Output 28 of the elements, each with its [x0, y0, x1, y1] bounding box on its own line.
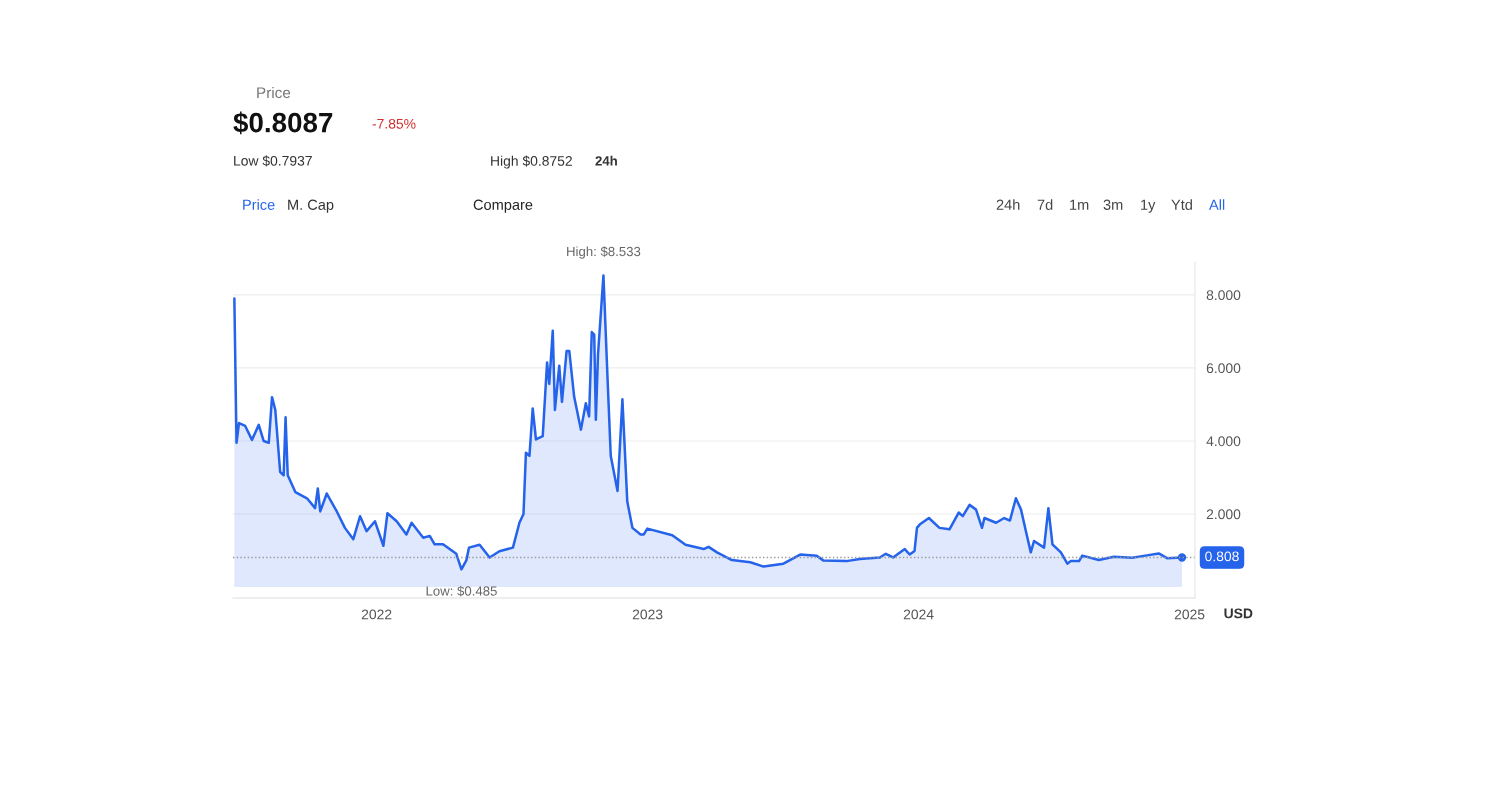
x-tick-label: 2023 [632, 609, 663, 620]
x-tick-label: 2022 [361, 609, 392, 620]
text: Price [243, 199, 275, 210]
text: M. Cap [288, 199, 334, 213]
x-tick-label: 2024 [903, 609, 934, 620]
y-tick-label: 8.000 [1206, 290, 1241, 301]
text: 3m [1103, 199, 1123, 210]
chart-title: Price [257, 86, 291, 99]
text: 1m [1070, 199, 1089, 210]
text: Compare [473, 199, 533, 213]
y-tick-label: 6.000 [1206, 363, 1241, 374]
y-tick-label: 2.000 [1206, 509, 1241, 520]
text: 7d [1037, 199, 1053, 210]
text: 24h [595, 155, 617, 166]
y-tick-label: 4.000 [1206, 436, 1241, 447]
ref-line-label: 0.808 [1205, 551, 1239, 562]
text: 24h [996, 199, 1020, 210]
text: $0.8087 [233, 111, 333, 135]
text: -7.85% [372, 118, 416, 129]
x-tick-label: 2025 [1174, 609, 1205, 620]
annotation: Low: $0.485 [426, 585, 497, 597]
text: High $0.8752 [491, 155, 572, 169]
text: 1y [1141, 199, 1156, 213]
y-axis-title: USD [1224, 608, 1253, 619]
annotation: High: $8.533 [567, 246, 641, 259]
text: Low $0.7937 [234, 155, 312, 167]
text: Ytd [1171, 199, 1192, 210]
text: All [1209, 199, 1225, 210]
